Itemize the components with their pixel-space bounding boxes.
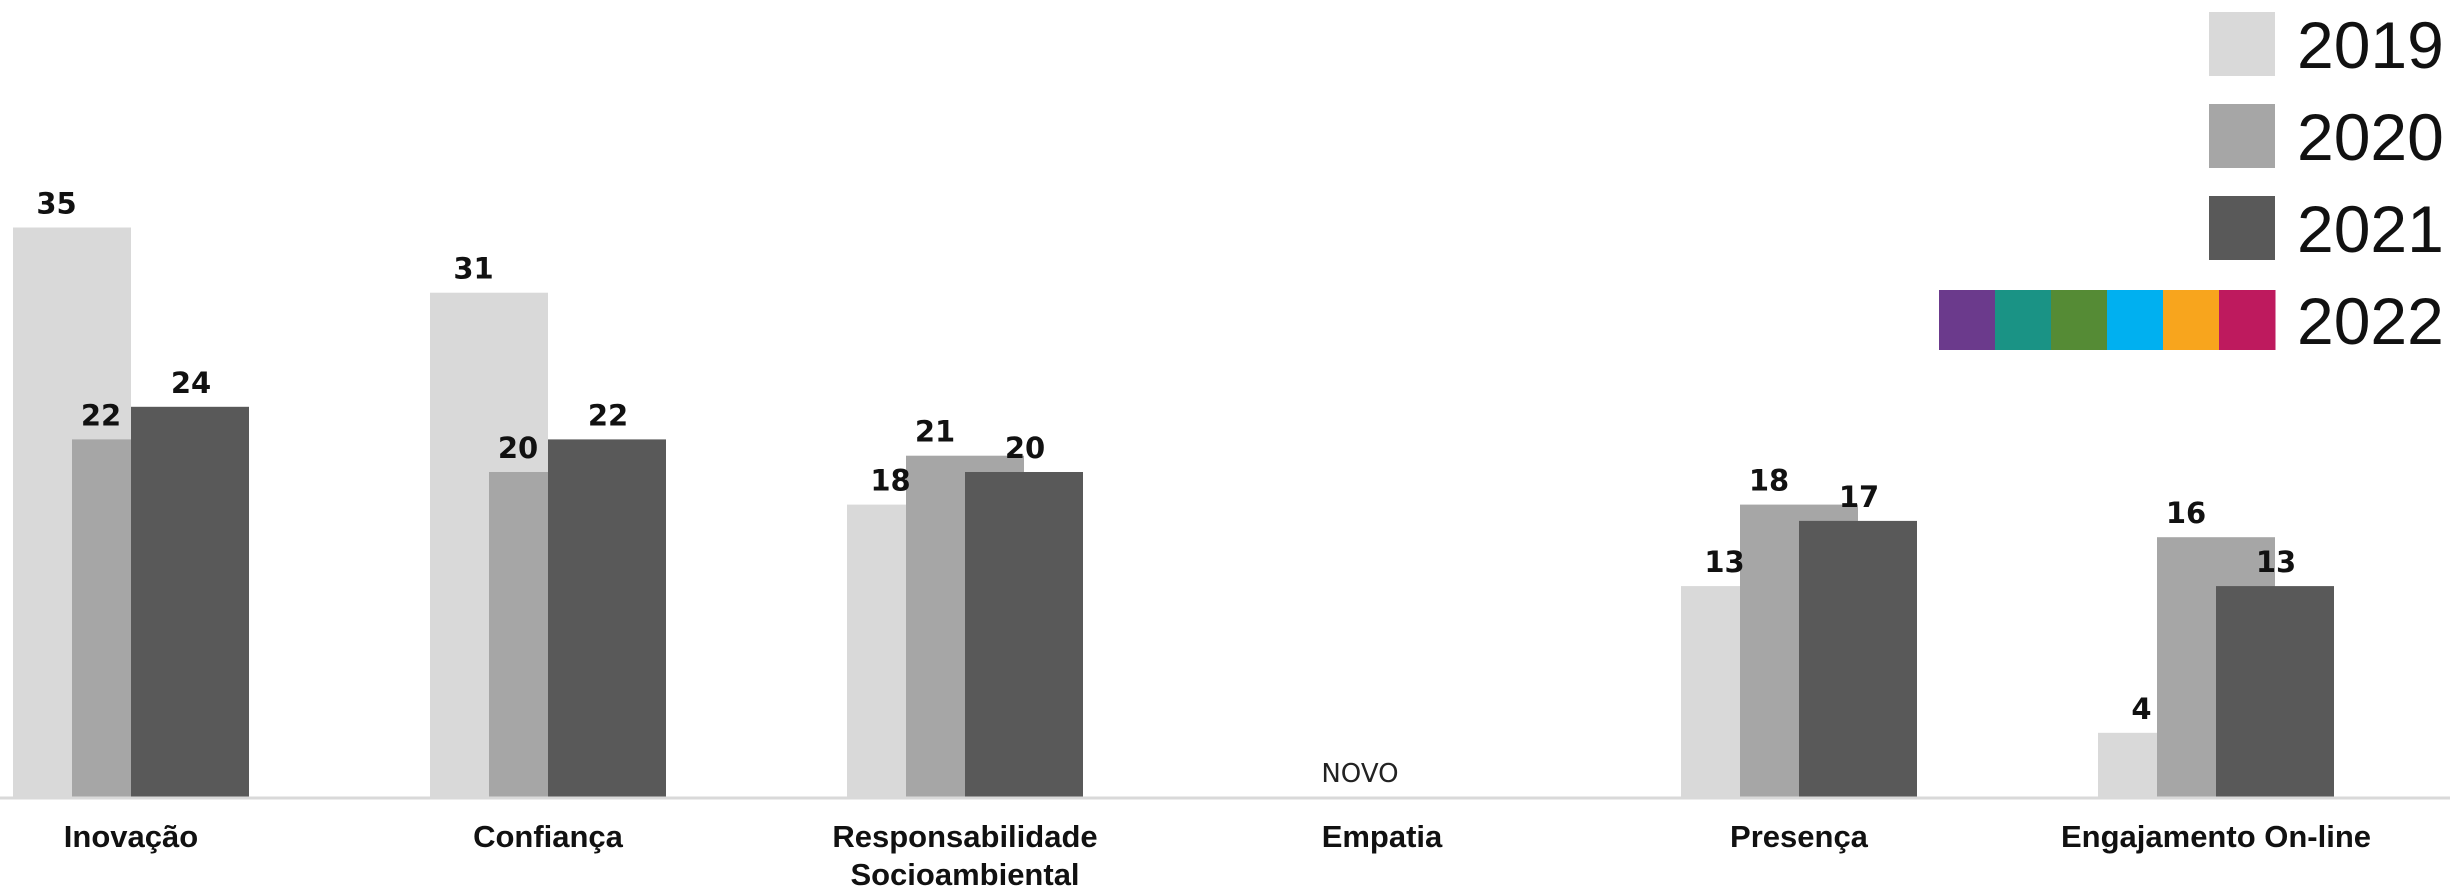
legend-swatch-2021 — [2209, 196, 2275, 260]
bar-2021-0 — [131, 406, 249, 798]
value-label-2019-5: 4 — [2131, 692, 2151, 726]
legend-swatch-2022-segment-2 — [2051, 290, 2108, 350]
legend-swatch-2020 — [2209, 104, 2275, 168]
category-label-5: Engajamento On-line — [2061, 819, 2371, 854]
value-label-2020-0: 22 — [81, 398, 121, 432]
bar-2021-2 — [965, 472, 1083, 798]
bar-2021-5 — [2216, 586, 2334, 798]
legend-label-2020: 2020 — [2297, 100, 2444, 174]
value-label-2020-4: 18 — [1749, 464, 1789, 498]
category-label-4: Presença — [1730, 819, 1869, 854]
value-label-2021-0: 24 — [171, 366, 211, 400]
category-label-0: Inovação — [64, 819, 198, 854]
bars-layer — [13, 227, 2334, 798]
category-label-1: Confiança — [473, 819, 624, 854]
value-label-2021-2: 20 — [1005, 431, 1045, 465]
legend-swatch-2022-segment-4 — [2163, 290, 2220, 350]
annotation-0: NOVO — [1321, 759, 1398, 789]
bar-2021-4 — [1799, 520, 1917, 798]
legend-label-2019: 2019 — [2297, 8, 2444, 82]
legend-swatch-2022-segment-1 — [1995, 290, 2052, 350]
value-label-2021-4: 17 — [1839, 480, 1879, 514]
category-label-3: Empatia — [1322, 819, 1443, 854]
value-label-2020-5: 16 — [2166, 496, 2206, 530]
value-label-2019-0: 35 — [36, 187, 76, 221]
legend-swatch-2022-segment-5 — [2219, 290, 2276, 350]
bar-2021-1 — [548, 439, 666, 798]
value-label-2020-2: 21 — [915, 415, 955, 449]
value-label-2021-5: 13 — [2256, 545, 2296, 579]
legend-label-2021: 2021 — [2297, 192, 2444, 266]
annotations-layer: NOVO — [1321, 759, 1398, 789]
legend-swatch-2019 — [2209, 12, 2275, 76]
value-label-2020-1: 20 — [498, 431, 538, 465]
legend-swatch-2022-segment-0 — [1939, 290, 1996, 350]
value-label-2019-2: 18 — [870, 464, 910, 498]
legend-swatch-2022-segment-3 — [2107, 290, 2164, 350]
legend: 2019 2020 2021 2022 — [1939, 8, 2444, 358]
legend-item-2021: 2021 — [2209, 192, 2444, 266]
legend-item-2022: 2022 — [1939, 284, 2444, 358]
value-label-2019-1: 31 — [453, 252, 493, 286]
value-label-2019-4: 13 — [1704, 545, 1744, 579]
legend-label-2022: 2022 — [2297, 284, 2444, 358]
category-labels-layer: Inovação Confiança Responsabilidade Socioam… — [64, 819, 2371, 887]
value-label-2021-1: 22 — [588, 398, 628, 432]
legend-item-2020: 2020 — [2209, 100, 2444, 174]
category-label-2: Responsabilidade Socioambiental — [832, 819, 1097, 887]
legend-item-2019: 2019 — [2209, 8, 2444, 82]
